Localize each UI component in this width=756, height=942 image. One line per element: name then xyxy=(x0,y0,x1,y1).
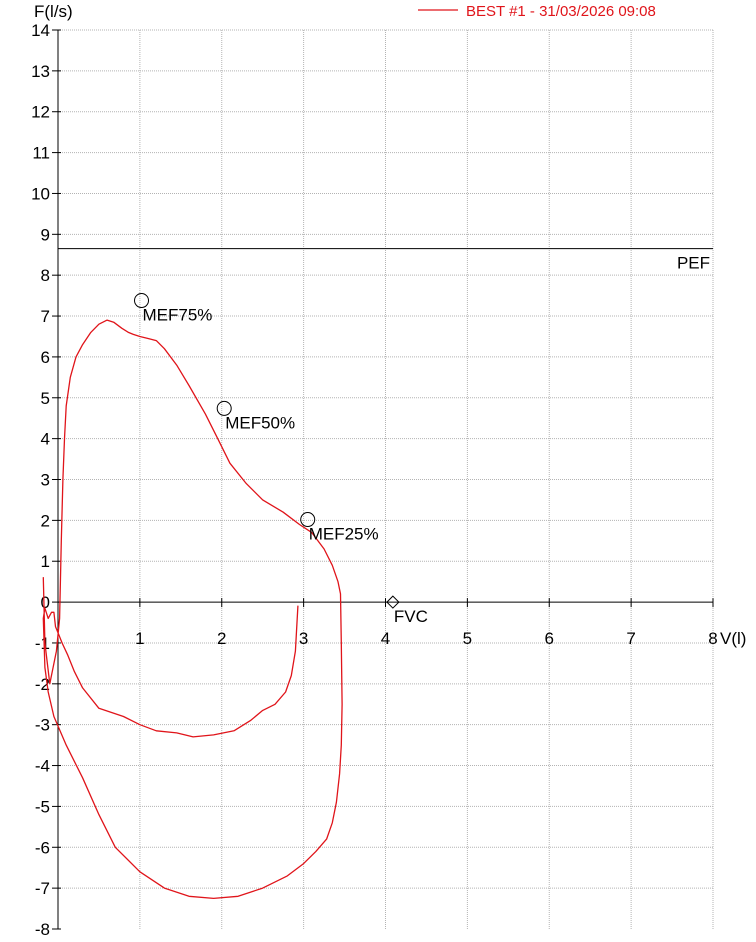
y-tick-label: 0 xyxy=(41,593,50,612)
marker-mef75 xyxy=(134,293,150,309)
y-tick-label: 9 xyxy=(41,225,50,244)
x-tick-label: 2 xyxy=(217,629,226,648)
y-tick-label: 6 xyxy=(41,348,50,367)
legend: BEST #1 - 31/03/2026 09:08 xyxy=(418,3,656,20)
x-tick-label: 7 xyxy=(626,629,635,648)
y-axis-title: F(l/s) xyxy=(34,2,73,21)
x-tick-label: 1 xyxy=(135,629,144,648)
y-tick-label: -3 xyxy=(35,716,50,735)
marker-fvc xyxy=(386,595,400,609)
y-tick-label: -4 xyxy=(35,757,50,776)
x-axis-title: V(l) xyxy=(720,629,746,648)
marker-label: MEF50% xyxy=(225,413,295,432)
y-tick-label: 1 xyxy=(41,552,50,571)
marker-label: MEF75% xyxy=(143,306,213,325)
marker-label: FVC xyxy=(394,607,428,626)
reference-lines: PEF xyxy=(58,248,713,273)
y-tick-label: 13 xyxy=(31,62,50,81)
legend-label: BEST #1 - 31/03/2026 09:08 xyxy=(466,3,656,20)
y-tick-label: 8 xyxy=(41,266,50,285)
y-tick-label: -8 xyxy=(35,920,50,939)
y-tick-label: -7 xyxy=(35,879,50,898)
marker-label: MEF25% xyxy=(309,525,379,544)
pef-label: PEF xyxy=(677,254,710,273)
y-tick-label: 5 xyxy=(41,389,50,408)
x-tick-label: 8 xyxy=(708,629,717,648)
y-tick-label: 7 xyxy=(41,307,50,326)
y-tick-label: 2 xyxy=(41,511,50,530)
series-layer xyxy=(42,319,343,900)
y-tick-label: 14 xyxy=(31,21,50,40)
y-tick-label: 10 xyxy=(31,184,50,203)
x-tick-label: 3 xyxy=(299,629,308,648)
series-line-1 xyxy=(42,319,343,900)
y-tick-label: -5 xyxy=(35,797,50,816)
marker-layer: MEF75% MEF50% MEF25% FVC xyxy=(134,293,428,626)
x-tick-label: 4 xyxy=(381,629,390,648)
y-tick-label: -1 xyxy=(35,634,50,653)
marker-mef50 xyxy=(216,400,232,416)
y-tick-label: 12 xyxy=(31,103,50,122)
marker-mef25 xyxy=(300,512,316,528)
grid-lines xyxy=(58,29,714,929)
y-tick-label: 11 xyxy=(32,144,50,163)
y-tick-label: 3 xyxy=(41,471,50,490)
y-tick-label: 4 xyxy=(41,430,50,449)
x-tick-label: 5 xyxy=(463,629,472,648)
y-tick-label: -6 xyxy=(35,838,50,857)
x-tick-label: 6 xyxy=(545,629,554,648)
